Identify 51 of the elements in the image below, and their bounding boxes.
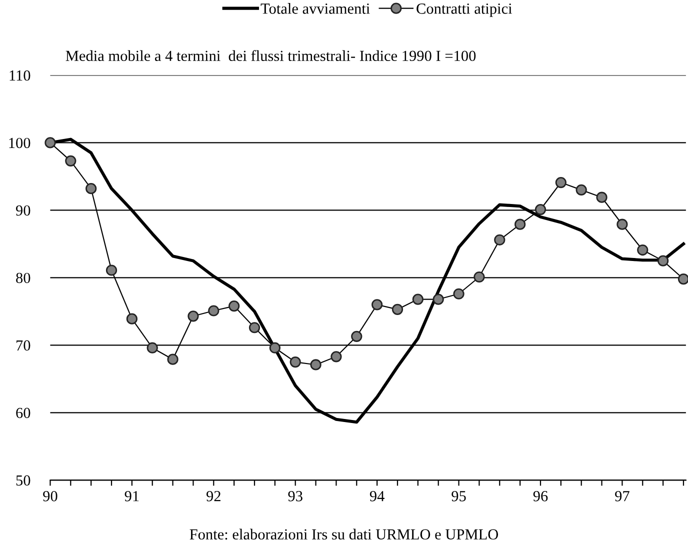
- chart-subtitle: Media mobile a 4 termini dei flussi trimestrali- Indice 1990 I =100: [66, 50, 476, 62]
- point: [534, 204, 546, 216]
- x-tick-label: 94: [370, 491, 384, 502]
- x-tick-label: 92: [206, 491, 220, 502]
- point: [351, 330, 362, 342]
- source-note: Fonte: elaborazioni Irs su dati URMLO e UPMLO: [190, 528, 498, 540]
- point: [678, 273, 688, 285]
- y-tick-label: 110: [10, 70, 30, 81]
- point: [494, 234, 506, 246]
- point: [658, 255, 669, 266]
- y-tick-label: 60: [16, 408, 30, 418]
- point: [188, 310, 199, 322]
- point: [146, 342, 158, 354]
- x-tick-label: 95: [452, 491, 466, 502]
- x-tick-label: 91: [124, 491, 139, 502]
- point: [248, 322, 260, 334]
- x-tick-label: 97: [615, 491, 630, 502]
- point: [330, 351, 342, 362]
- point: [228, 300, 240, 312]
- point: [412, 294, 424, 305]
- point: [432, 294, 444, 305]
- point: [514, 218, 526, 230]
- point: [86, 183, 97, 194]
- y-tick-label: 80: [16, 272, 30, 284]
- y-tick-label: 100: [9, 138, 30, 148]
- x-tick-label: 96: [533, 491, 548, 502]
- point: [167, 354, 178, 365]
- point: [637, 244, 648, 256]
- point: [392, 304, 404, 315]
- point: [596, 192, 608, 203]
- point: [269, 342, 280, 354]
- point: [106, 264, 118, 276]
- x-tick-label: 90: [43, 491, 58, 502]
- x-tick-label: 93: [288, 491, 302, 502]
- point: [372, 299, 383, 310]
- point: [310, 359, 322, 370]
- legend-label: Totale avviamenti: [260, 3, 370, 14]
- legend-label: Contratti atipici: [416, 4, 512, 17]
- y-tick-label: 70: [16, 340, 30, 351]
- point: [453, 288, 464, 300]
- point: [555, 176, 566, 188]
- point: [474, 271, 485, 283]
- y-tick-label: 50: [16, 475, 30, 486]
- point: [616, 218, 628, 230]
- point: [44, 137, 56, 148]
- point: [126, 313, 138, 324]
- point: [208, 305, 220, 316]
- y-tick-label: 90: [16, 205, 30, 216]
- point: [290, 356, 301, 368]
- point: [576, 184, 587, 196]
- point: [65, 155, 76, 166]
